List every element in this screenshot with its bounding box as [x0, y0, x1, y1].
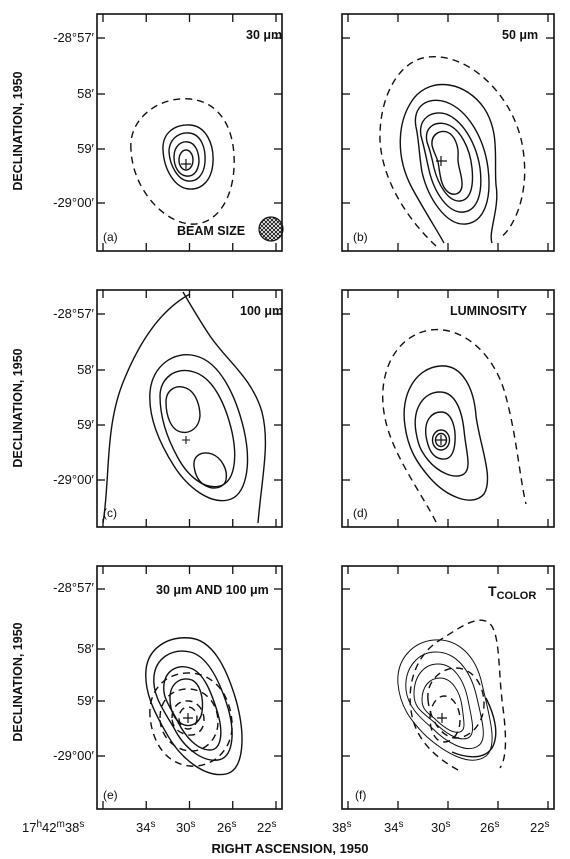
y-tick-labels-row2: -28°57′ 58′ 59′ -29°00′: [53, 306, 94, 487]
x-tick-label: 22s: [530, 819, 549, 835]
y-tick-label: -28°57′: [53, 306, 94, 321]
contour-level-2: [399, 83, 498, 244]
y-axis-title-a: DECLINATION, 1950: [11, 71, 25, 190]
contour-dashed-level-2: [427, 667, 485, 739]
contour-level-1: [102, 293, 191, 524]
panel-d-contours: [382, 328, 527, 523]
contour-level-4: [159, 369, 236, 488]
y-tick-label: 59′: [77, 417, 94, 432]
x-axis-title: RIGHT ASCENSION, 1950: [211, 841, 368, 856]
contour-level-5b: [193, 452, 228, 489]
y-tick-labels-row1: -28°57′ 58′ 59′ -29°00′: [53, 30, 94, 210]
y-tick-label: 59′: [77, 141, 94, 156]
contour-level-5: [431, 429, 451, 451]
contour-100um-level-2: [153, 650, 233, 761]
panel-e-frame: [96, 565, 283, 810]
panel-f-title: TCOLOR: [488, 583, 536, 602]
x-tick-labels-right: 38s 34s 30s 26s 22s: [332, 819, 549, 835]
contour-level-5: [165, 386, 201, 434]
y-tick-label: -28°57′: [53, 580, 94, 595]
panel-b-title: 50 μm: [502, 28, 538, 42]
y-tick-label: -29°00′: [53, 472, 94, 487]
x-tick-label: 34s: [384, 819, 403, 835]
contour-level-3: [149, 354, 249, 502]
x-tick-label: 22s: [257, 819, 276, 835]
contour-solid-level-4: [421, 677, 465, 733]
contour-level-1: [130, 98, 235, 225]
contour-dashed-level-3: [429, 695, 461, 743]
panel-a-title: 30 μm: [246, 28, 282, 42]
source-position-marker: [436, 156, 447, 166]
contour-level-3: [414, 391, 469, 477]
source-position-marker: [183, 713, 193, 723]
beam-size-disk: [258, 216, 284, 242]
panel-c-frame: [96, 289, 283, 528]
panel-f-frame: [341, 565, 555, 810]
source-position-marker: [181, 159, 191, 169]
x-tick-label: 26s: [217, 819, 236, 835]
contour-level-6: [434, 432, 448, 448]
contour-level-4: [419, 112, 482, 213]
panel-b-label: (b): [353, 230, 368, 244]
contour-level-4: [173, 141, 200, 177]
contour-level-2: [403, 365, 489, 501]
x-tick-label: 30s: [176, 819, 195, 835]
contour-solid-level-1: [397, 639, 493, 761]
contour-solid-level-2: [405, 651, 484, 750]
contour-30um-level-1: [149, 672, 233, 767]
source-position-marker: [437, 713, 447, 723]
contour-level-1: [379, 56, 526, 247]
panel-f-contours: [397, 619, 507, 771]
contour-level-5: [178, 149, 194, 171]
contour-100um-level-1: [145, 637, 243, 776]
x-tick-label-first: 17h42m38s: [22, 819, 84, 835]
x-tick-label: 30s: [431, 819, 450, 835]
y-tick-label: 59′: [77, 693, 94, 708]
panel-c-label: (c): [103, 506, 117, 520]
axis-ticks: [97, 14, 554, 809]
contour-solid-level-3: [413, 663, 474, 740]
panel-d-label: (d): [353, 506, 368, 520]
panel-e-label: (e): [103, 788, 118, 802]
contour-level-3: [414, 99, 490, 225]
y-tick-label: -29°00′: [53, 748, 94, 763]
panel-e-title: 30 μm AND 100 μm: [156, 583, 269, 597]
contour-100um-level-4: [169, 678, 204, 727]
contour-solid-level-5: [451, 697, 497, 758]
y-tick-label: -29°00′: [53, 195, 94, 210]
contour-level-3: [168, 132, 206, 182]
y-axis-title-c: DECLINATION, 1950: [11, 348, 25, 467]
panel-e-contours: [145, 637, 243, 776]
x-tick-label: 26s: [480, 819, 499, 835]
contour-level-2: [162, 124, 214, 190]
contour-30um-level-4: [178, 706, 198, 730]
contour-level-5: [425, 122, 474, 202]
contour-30um-level-3: [171, 700, 205, 736]
y-tick-labels-row3: -28°57′ 58′ 59′ -29°00′: [53, 580, 94, 763]
contour-level-2: [182, 291, 267, 524]
panel-c-contours: [102, 291, 267, 524]
beam-size-label: BEAM SIZE: [177, 224, 245, 238]
panel-d-frame: [341, 289, 555, 528]
x-tick-label: 38s: [332, 819, 351, 835]
x-tick-label: 34s: [136, 819, 155, 835]
panel-a-label: (a): [103, 230, 118, 244]
y-tick-label: 58′: [77, 641, 94, 656]
contour-level-4: [425, 411, 456, 460]
x-tick-labels-left: 17h42m38s 34s 30s 26s 22s: [22, 819, 276, 835]
y-tick-label: 58′: [77, 86, 94, 101]
panel-a-contours: [130, 98, 235, 225]
y-tick-label: 58′: [77, 362, 94, 377]
y-axis-title-e: DECLINATION, 1950: [11, 622, 25, 741]
y-tick-label: -28°57′: [53, 30, 94, 45]
contour-level-6: [431, 130, 463, 195]
panel-d-title: LUMINOSITY: [450, 304, 528, 318]
panel-f-label: (f): [355, 788, 366, 802]
source-position-marker: [182, 436, 190, 444]
panel-c-title: 100 μm: [240, 304, 283, 318]
panel-b-contours: [379, 56, 526, 247]
source-position-marker: [436, 435, 446, 445]
